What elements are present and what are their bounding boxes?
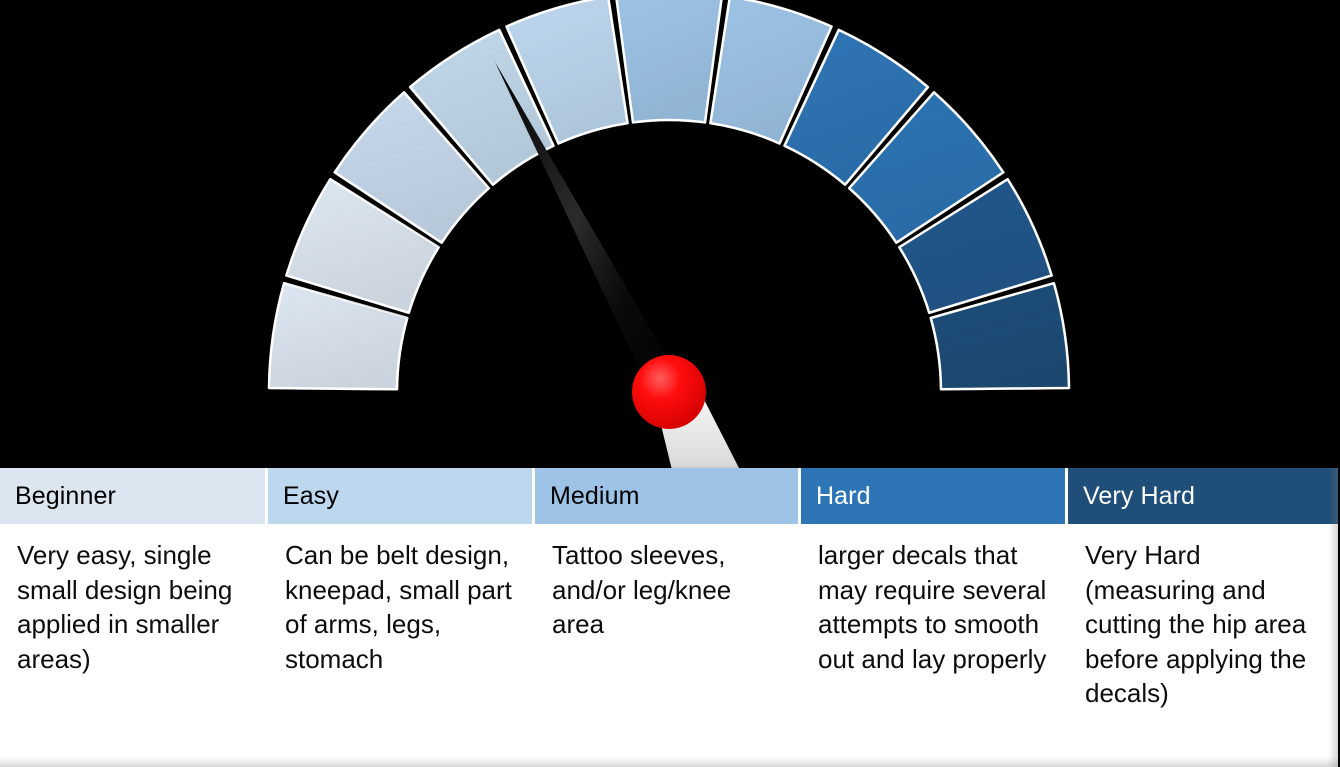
needle-hub[interactable] — [632, 355, 706, 429]
gauge-container — [267, 0, 1071, 470]
table-header-easy[interactable]: Easy — [268, 468, 535, 524]
table-header-very-hard[interactable]: Very Hard — [1068, 468, 1338, 524]
table-cell-beginner: Very easy, single small design being app… — [0, 524, 268, 764]
table-header-beginner-label: Beginner — [15, 481, 116, 510]
table-header-medium-label: Medium — [550, 481, 640, 510]
gauge-segment-8 — [783, 28, 930, 186]
table-header-easy-label: Easy — [283, 481, 339, 510]
table-cell-easy: Can be belt design, kneepad, small part … — [268, 524, 535, 764]
gauge-needle[interactable] — [495, 62, 681, 396]
gauge-segment-3 — [333, 91, 491, 244]
table-header-very-hard-label: Very Hard — [1083, 481, 1196, 510]
gauge-segment-9 — [847, 91, 1005, 244]
gauge-segments — [267, 0, 1071, 391]
gauge-segment-2 — [285, 177, 440, 315]
gauge-segment-7 — [709, 0, 833, 145]
table-cell-medium: Tattoo sleeves, and/or leg/knee area — [535, 524, 801, 764]
table-header-beginner[interactable]: Beginner — [0, 468, 268, 524]
gauge-segment-6 — [615, 0, 723, 124]
table-header-hard[interactable]: Hard — [801, 468, 1068, 524]
gauge-segment-1 — [267, 281, 409, 391]
gauge-segment-4 — [408, 28, 555, 186]
gauge-segment-5 — [505, 0, 629, 145]
table-header-row: Beginner Easy Medium Hard Very Hard — [0, 468, 1338, 524]
table-header-hard-label: Hard — [816, 481, 871, 510]
gauge-segment-10 — [898, 177, 1053, 315]
gauge-segment-11 — [929, 281, 1071, 391]
table-body-row: Very easy, single small design being app… — [0, 524, 1338, 764]
table-header-medium[interactable]: Medium — [535, 468, 801, 524]
difficulty-legend-table: Beginner Easy Medium Hard Very Hard Very… — [0, 468, 1338, 767]
table-cell-hard: larger decals that may require several a… — [801, 524, 1068, 764]
table-cell-very-hard: Very Hard (measuring and cutting the hip… — [1068, 524, 1338, 764]
gauge-dial — [267, 0, 1071, 470]
